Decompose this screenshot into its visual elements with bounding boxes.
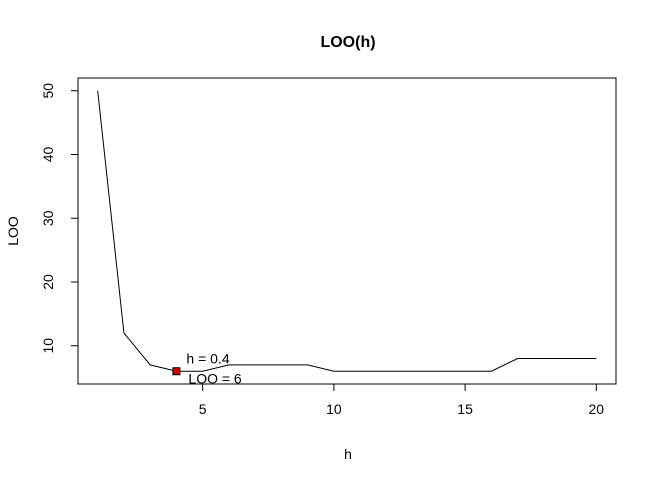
series-layer <box>97 90 597 376</box>
y-axis: 10 20 30 40 50 <box>40 83 79 354</box>
y-tick-label: 50 <box>40 83 56 99</box>
annotation-loo: LOO = 6 <box>188 370 242 386</box>
x-axis: 5 10 15 20 <box>199 383 605 417</box>
y-tick-label: 30 <box>40 210 56 226</box>
annotation-h: h = 0.4 <box>186 350 229 366</box>
chart-title: LOO(h) <box>320 34 375 51</box>
series-line <box>97 90 597 372</box>
x-tick-label: 5 <box>199 401 207 417</box>
y-tick-label: 20 <box>40 274 56 290</box>
x-tick-label: 10 <box>326 401 342 417</box>
y-tick-label: 10 <box>40 338 56 354</box>
x-axis-label: h <box>344 446 352 462</box>
y-axis-label: LOO <box>5 216 21 246</box>
x-tick-label: 20 <box>589 401 605 417</box>
x-tick-label: 15 <box>457 401 473 417</box>
y-tick-label: 40 <box>40 147 56 163</box>
min-point-marker <box>172 367 181 376</box>
plot-area <box>77 77 617 385</box>
